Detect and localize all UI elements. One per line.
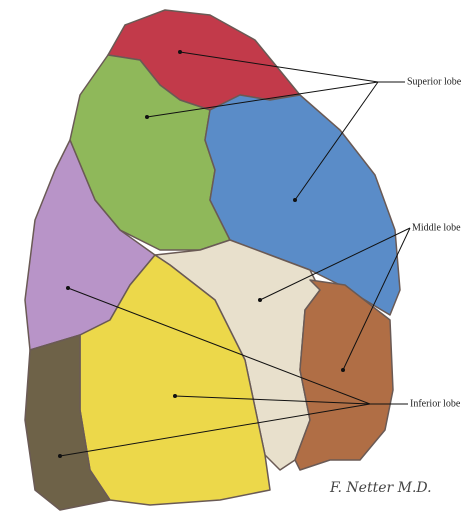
leader-line bbox=[259, 227, 411, 371]
label: Superior lobe bbox=[407, 76, 462, 87]
leader-line bbox=[146, 51, 405, 201]
point bbox=[341, 368, 345, 372]
label: Middle lobe bbox=[412, 222, 461, 233]
point bbox=[293, 198, 297, 202]
points bbox=[58, 50, 345, 458]
leader-lines bbox=[59, 51, 411, 457]
lung bbox=[24, 9, 401, 511]
anterior-segment bbox=[204, 94, 401, 316]
label: Inferior lobe bbox=[410, 398, 461, 409]
medial-middle-segment bbox=[294, 279, 394, 471]
signature: F. Netter M.D. bbox=[329, 480, 432, 496]
point bbox=[173, 394, 177, 398]
point bbox=[58, 454, 62, 458]
point bbox=[258, 298, 262, 302]
point bbox=[145, 115, 149, 119]
posterior-basal-segment bbox=[24, 334, 111, 511]
point bbox=[178, 50, 182, 54]
leader-line bbox=[59, 287, 408, 457]
lateral-basal-segment bbox=[79, 254, 271, 506]
point bbox=[66, 286, 70, 290]
